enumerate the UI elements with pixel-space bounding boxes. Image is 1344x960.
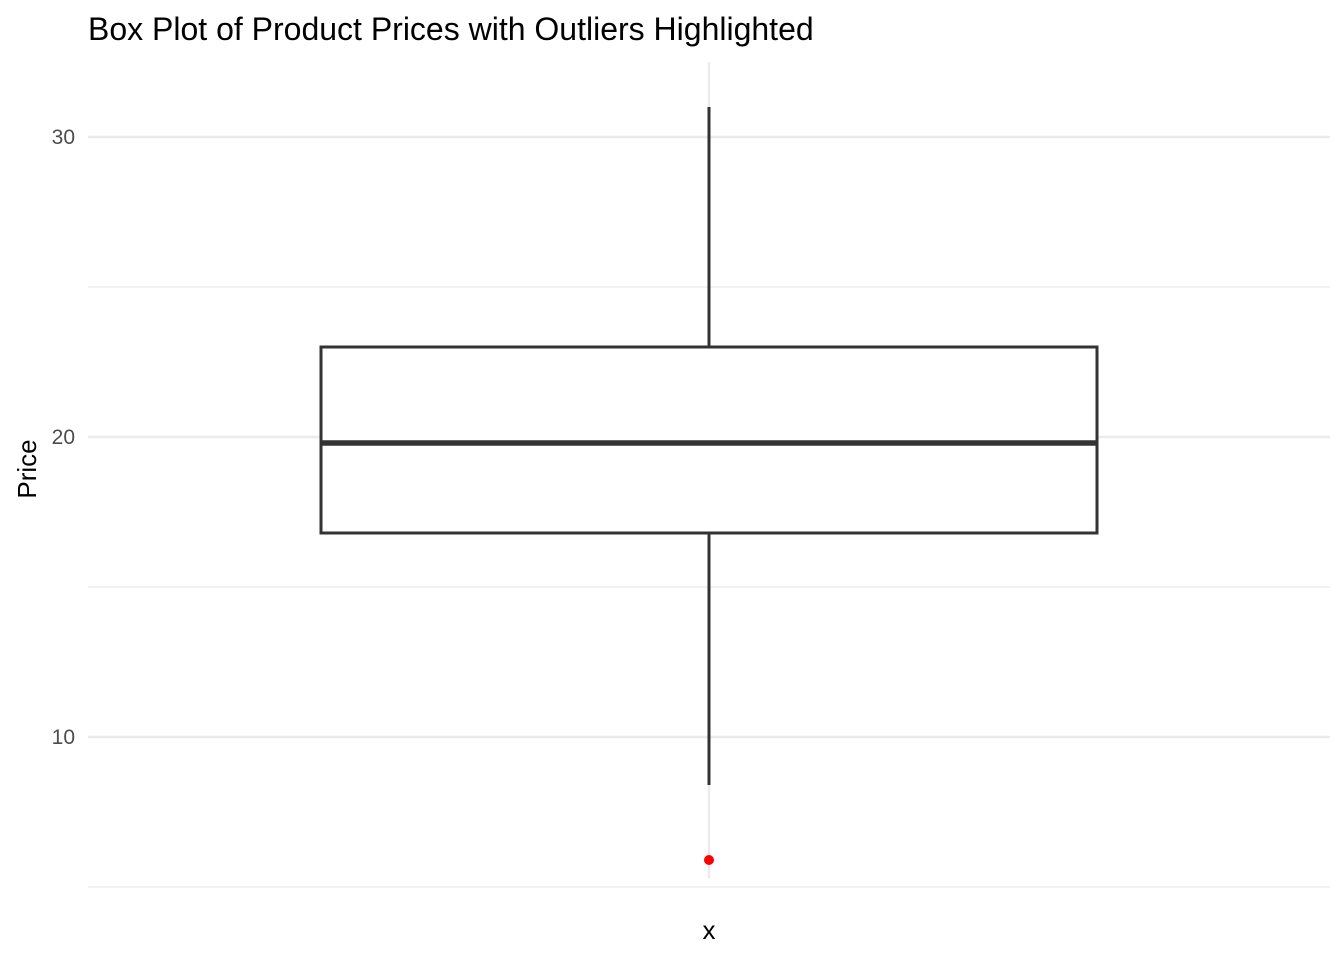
interquartile-box xyxy=(319,345,1099,535)
y-tick-label-20: 20 xyxy=(52,426,75,449)
outlier-point-0 xyxy=(704,855,714,865)
y-axis-ticks: 10 20 30 xyxy=(52,126,75,749)
outlier-layer xyxy=(704,855,714,865)
chart-title: Box Plot of Product Prices with Outliers… xyxy=(88,11,814,47)
y-tick-label-10: 10 xyxy=(52,726,75,749)
y-axis-label: Price xyxy=(12,439,42,498)
x-axis-label: x xyxy=(703,915,716,945)
y-tick-label-30: 30 xyxy=(52,126,75,149)
box-layer xyxy=(319,107,1099,785)
